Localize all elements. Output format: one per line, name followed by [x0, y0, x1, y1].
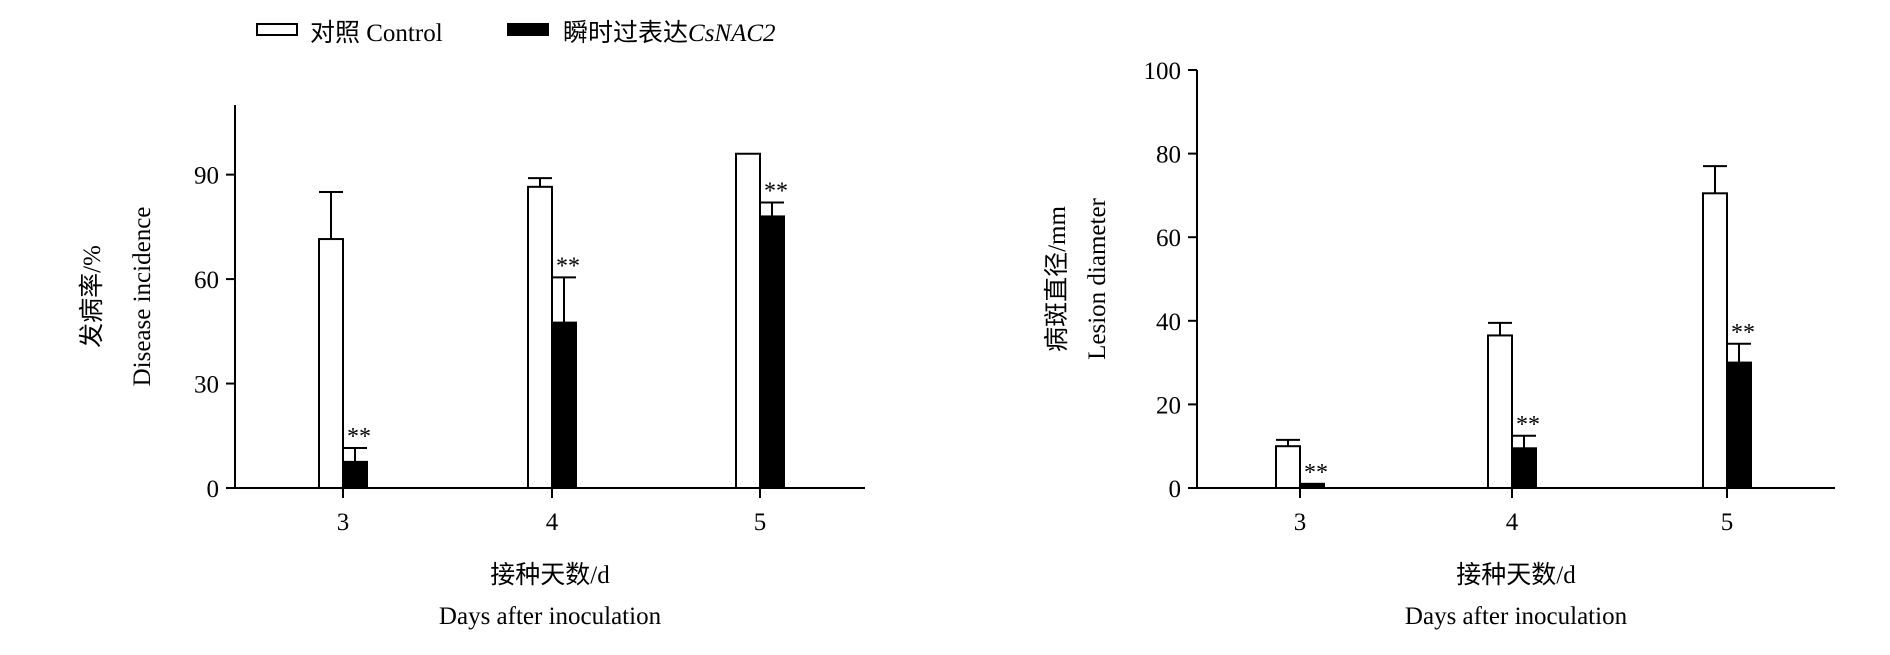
significance-marker: **: [1731, 320, 1755, 346]
legend-label-treatment-prefix: 瞬时过表达: [563, 19, 688, 47]
bar-control: [1487, 334, 1513, 489]
x-axis-label-en: Days after inoculation: [439, 603, 662, 630]
y-axis-label-en: Lesion diameter: [1084, 197, 1111, 359]
significance-marker: **: [556, 253, 580, 279]
bar-treatment: [1511, 447, 1537, 490]
y-axis-label-en: Disease incidence: [129, 207, 156, 387]
chart-disease-incidence: 发病率/% Disease incidence 接种天数/d Days afte…: [78, 105, 865, 630]
x-axis-label-en: Days after inoculation: [1405, 603, 1628, 630]
legend-swatch-treatment: [507, 23, 549, 36]
legend: 对照 Control 瞬时过表达CsNAC2: [256, 19, 776, 47]
chart-lesion-diameter: 病斑直径/mm Lesion diameter 接种天数/d Days afte…: [1043, 58, 1835, 630]
bar-control: [735, 152, 761, 489]
legend-label-treatment-gene: CsNAC2: [688, 20, 776, 47]
y-axis-label-cn: 病斑直径/mm: [1043, 206, 1071, 352]
y-tick-label: 80: [1156, 142, 1181, 169]
bar-control: [1275, 445, 1301, 490]
bar-treatment: [1299, 482, 1325, 490]
x-tick-label: 4: [1506, 509, 1519, 536]
y-tick-label: 20: [1156, 392, 1181, 419]
legend-label-treatment: 瞬时过表达CsNAC2: [563, 19, 776, 47]
legend-label-control: 对照 Control: [310, 19, 443, 47]
x-axis-label-cn: 接种天数/d: [1456, 561, 1576, 589]
y-tick-label: 0: [207, 476, 220, 503]
bar-control: [527, 185, 553, 489]
y-tick-label: 60: [1156, 225, 1181, 252]
bar-treatment: [759, 215, 785, 489]
significance-marker: **: [347, 424, 371, 450]
y-tick-label: 90: [194, 163, 219, 190]
x-tick-label: 3: [337, 509, 350, 536]
bar-treatment: [1726, 361, 1752, 490]
x-tick-label: 5: [754, 509, 767, 536]
bar-treatment: [342, 460, 368, 489]
x-axis-label-cn: 接种天数/d: [490, 561, 610, 589]
y-tick-label: 40: [1156, 309, 1181, 336]
legend-swatch-control: [256, 23, 298, 36]
x-tick-label: 5: [1721, 509, 1734, 536]
bar-control: [318, 238, 344, 489]
y-tick-label: 60: [194, 267, 219, 294]
y-tick-label: 30: [194, 372, 219, 399]
bar-treatment: [551, 321, 577, 490]
significance-marker: **: [1516, 412, 1540, 438]
y-tick-label: 0: [1169, 476, 1182, 503]
significance-marker: **: [764, 178, 788, 204]
bar-control: [1702, 192, 1728, 489]
x-tick-label: 4: [546, 509, 559, 536]
y-axis-label-cn: 发病率/%: [78, 245, 106, 348]
x-tick-label: 3: [1294, 509, 1307, 536]
significance-marker: **: [1304, 460, 1328, 486]
y-tick-label: 100: [1144, 58, 1182, 85]
